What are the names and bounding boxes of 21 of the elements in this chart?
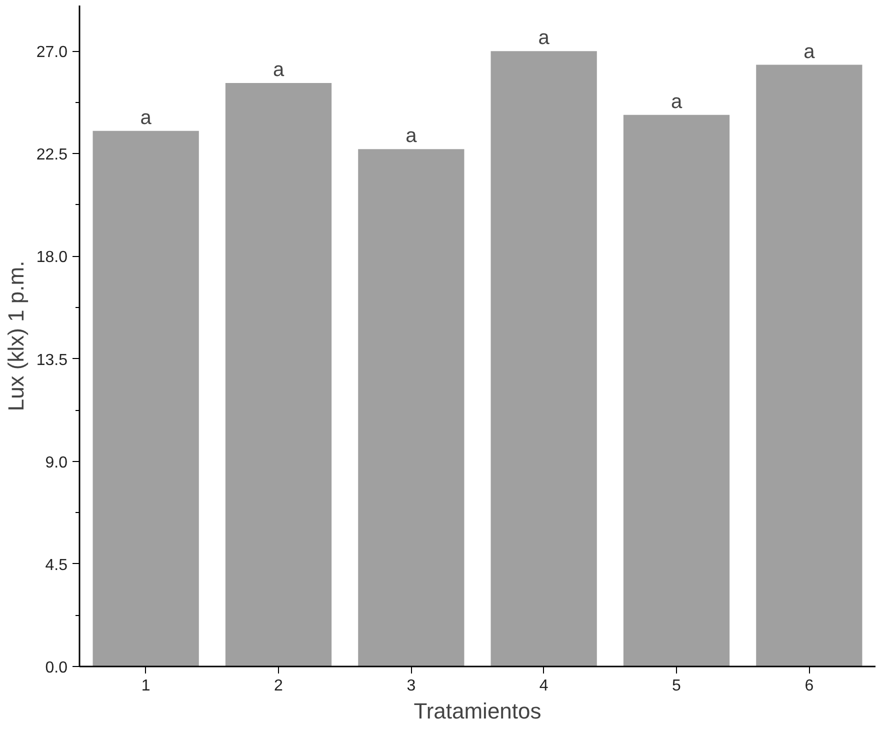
x-tick-label: 2 (274, 678, 284, 694)
y-axis-title: Lux (klx) 1 p.m. (3, 260, 28, 412)
annotation: a (804, 40, 816, 63)
y-tick-label: 18.0 (36, 249, 68, 266)
annotation: a (406, 125, 418, 148)
annotation: a (272, 58, 285, 81)
x-tick-label: 6 (804, 678, 814, 694)
x-tick-label: 3 (406, 678, 416, 694)
y-tick-label: 13.5 (36, 352, 68, 369)
x-tick-label: 4 (539, 678, 548, 694)
annotation: a (538, 27, 550, 50)
x-axis-title: Tratamientos (414, 698, 542, 724)
x-tick-label: 1 (141, 678, 150, 694)
y-tick-label: 9.0 (45, 454, 68, 472)
y-tick-label: 27.0 (36, 44, 68, 62)
y-tick-label: 0.0 (45, 660, 68, 676)
annotation: a (140, 106, 152, 129)
y-tick-label: 22.5 (36, 146, 68, 164)
y-tick-label: 4.5 (45, 556, 68, 574)
annotation: a (670, 90, 683, 113)
x-tick-label: 5 (672, 678, 682, 694)
